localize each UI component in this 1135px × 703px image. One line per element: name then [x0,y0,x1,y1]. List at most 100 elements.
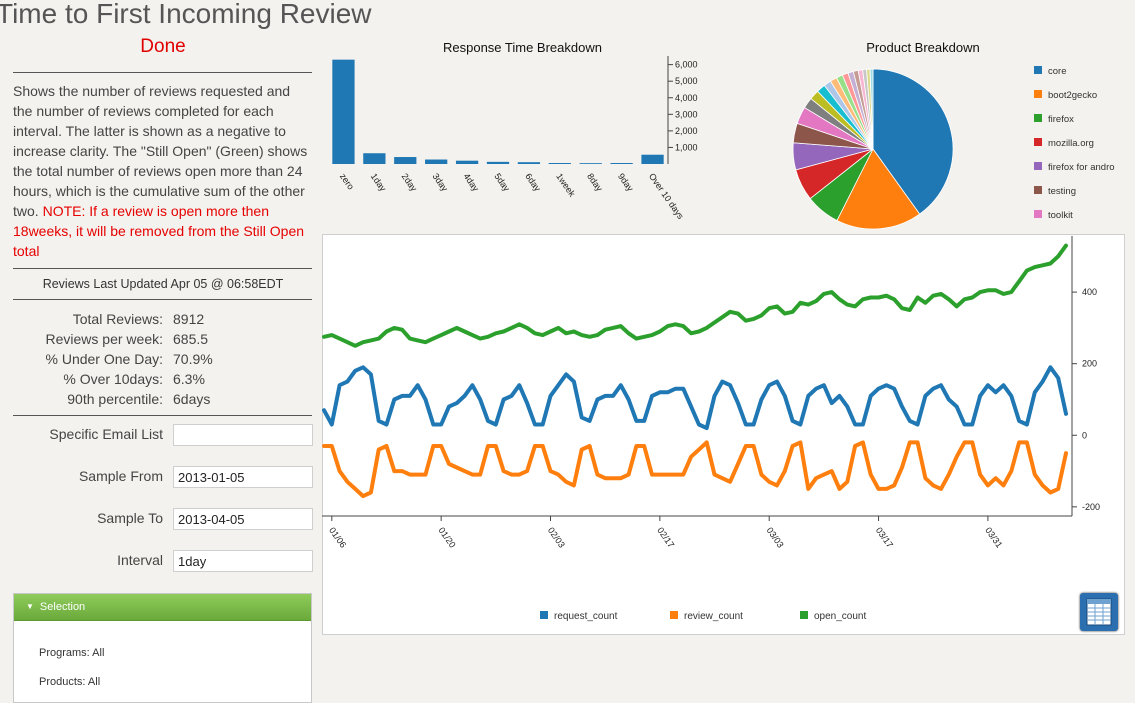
legend-request-count: request_count [540,611,617,622]
legend-label: firefox [1048,114,1074,125]
stat-value: 70.9% [173,351,213,367]
legend-label: testing [1048,186,1076,197]
line-chart-panel [322,234,1125,635]
legend-swatch [1034,162,1042,170]
bar [394,157,417,164]
legend-open-count: open_count [800,611,866,622]
stats-list: Total Reviews: 8912 Reviews per week: 685.… [13,309,313,409]
product-pie-chart [792,68,954,230]
y-tick-label: -200 [1082,502,1100,512]
bar [363,153,386,164]
x-tick-label: 4day [461,171,481,193]
bar [610,163,633,164]
y-tick-label: 0 [1082,430,1087,440]
legend-label: boot2gecko [1048,90,1098,101]
table-grid-icon [1086,598,1112,626]
sample-to-label: Sample To [97,510,163,526]
bar-chart-title: Response Time Breakdown [443,40,602,55]
sample-to-input[interactable] [173,508,313,530]
x-tick-label: 02/17 [655,525,676,549]
legend-swatch [670,611,678,619]
interval-input[interactable] [173,550,313,572]
x-tick-label: 8day [585,171,605,193]
pie-slice [869,68,874,150]
divider [13,415,312,416]
x-tick-label: 1week [554,171,577,198]
y-tick-label: 200 [1082,359,1097,369]
legend-swatch [800,611,808,619]
response-time-bar-chart: zero 1day 2day 3day 4day 5day 6day 1week 8day 9da… [332,56,698,221]
stat-label: % Under One Day: [45,351,164,367]
note-text: NOTE: If a review is open more then 18we… [13,203,305,259]
legend-swatch [1034,210,1042,218]
selection-header-label: Selection [39,601,86,613]
series-line [322,243,1068,348]
divider [13,268,312,269]
bar [425,159,448,164]
products-filter: Products: All [39,676,101,688]
y-tick-label: 1,000 [675,142,698,152]
stat-value: 6.3% [173,371,205,387]
programs-filter: Programs: All [39,647,105,659]
series-line [322,440,1068,499]
y-tick-label: 6,000 [675,60,698,70]
x-tick-label: 9day [616,171,636,193]
selection-panel-header[interactable]: ▼ Selection [14,594,311,621]
legend-swatch [540,611,548,619]
legend-label: open_count [814,611,867,622]
description-text: Shows the number of reviews requested an… [13,83,308,219]
divider [13,72,312,73]
bar [548,163,571,164]
x-tick-label: 5day [492,171,512,193]
pie-legend-item: firefox for andro [1034,162,1115,186]
x-tick-label: 2day [400,171,420,193]
bar [332,59,355,164]
x-tick-label: 03/17 [874,525,895,549]
y-tick-label: 3,000 [675,109,698,119]
stat-90th-percentile: 90th percentile: 6days [13,389,313,409]
x-tick-label: 01/06 [327,525,348,549]
pie-legend-item: firefox [1034,114,1115,138]
bar [517,162,541,164]
status-text: Done [140,36,186,57]
x-tick-label: 03/03 [765,525,786,549]
email-list-input[interactable] [173,424,313,446]
stat-label: % Over 10days: [63,371,163,387]
sample-from-input[interactable] [173,466,313,488]
y-tick-label: 4,000 [675,93,698,103]
stat-label: Reviews per week: [45,331,164,347]
stat-value: 6days [173,391,211,407]
table-view-button[interactable] [1080,593,1118,631]
x-tick-label: 01/20 [437,525,458,549]
x-tick-label: 3day [431,171,451,193]
pie-legend-item: boot2gecko [1034,90,1115,114]
pie-legend-item: core [1034,66,1115,90]
review-count-line-chart: -200 0 200 400 01/06 01/20 02/03 02/17 03/03 03/1… [322,236,1100,550]
pie-slice [872,68,954,215]
pie-slice [836,148,921,230]
triangle-down-icon: ▼ [26,602,34,611]
legend-label: core [1048,66,1067,77]
pie-legend: core boot2gecko firefox mozilla.org firefox … [1034,66,1115,234]
legend-swatch [1034,138,1042,146]
pie-legend-item: mozilla.org [1034,138,1115,162]
sample-from-label: Sample From [78,468,163,484]
bar [486,161,510,164]
legend-swatch [1034,90,1042,98]
stat-over-10days: % Over 10days: 6.3% [13,369,313,389]
x-tick-label: 03/31 [983,525,1004,549]
x-tick-label: 6day [523,171,543,193]
legend-label: firefox for andro [1048,162,1115,173]
legend-label: review_count [684,611,743,622]
stat-label: 90th percentile: [67,391,163,407]
interval-label: Interval [117,552,163,568]
legend-label: toolkit [1048,210,1073,221]
stat-total-reviews: Total Reviews: 8912 [13,309,313,329]
legend-label: mozilla.org [1048,138,1094,149]
legend-swatch [1034,186,1042,194]
y-tick-label: 2,000 [675,126,698,136]
selection-panel: ▼ Selection Programs: All Products: All [13,593,312,703]
legend-review-count: review_count [670,611,743,622]
stat-value: 685.5 [173,331,209,347]
last-updated: Reviews Last Updated Apr 05 @ 06:58EDT [42,277,284,291]
